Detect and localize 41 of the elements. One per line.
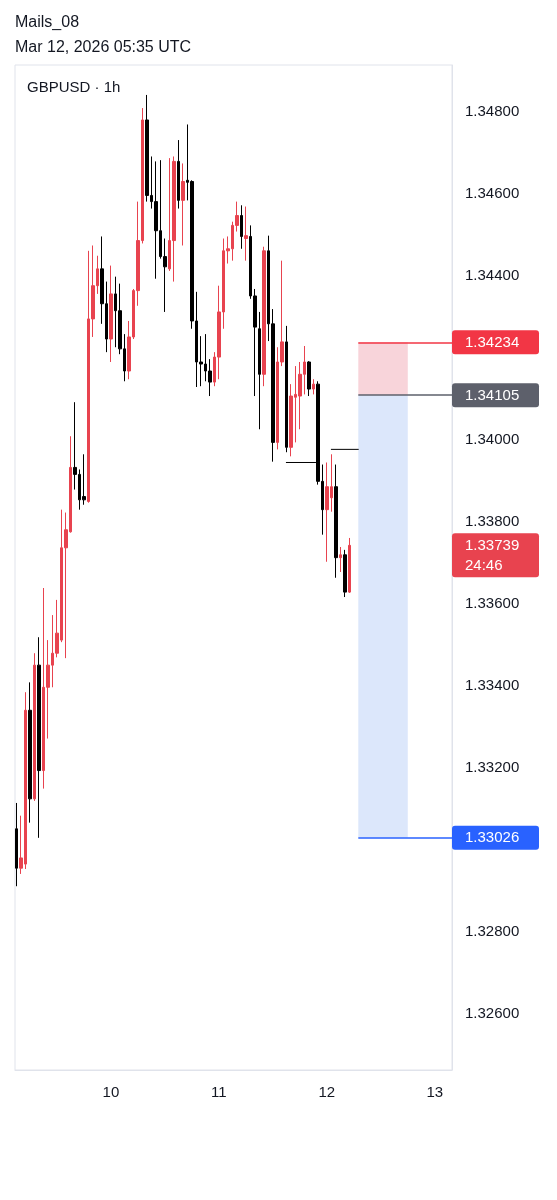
ref-line-label: 1.34234 [465, 332, 520, 350]
candlestick [177, 139, 180, 210]
candlestick [307, 360, 311, 397]
x-tick-label: 12 [318, 1083, 336, 1100]
y-tick-label: 1.34000 [465, 429, 520, 447]
y-tick-label: 1.34800 [465, 101, 520, 119]
candlestick [262, 246, 266, 387]
text: 1.33739 24:46 [465, 535, 520, 573]
candlestick [258, 311, 261, 430]
candlestick [343, 549, 347, 598]
candlestick [33, 652, 36, 802]
y-tick-label: 1.33800 [465, 511, 520, 529]
candlestick [339, 546, 342, 573]
y-tick-label: 1.32800 [465, 922, 520, 940]
y-tick-label: 1.32600 [465, 1004, 520, 1022]
text: GBPUSD · 1h [27, 78, 121, 95]
x-tick-label: 11 [211, 1083, 227, 1100]
candlestick [181, 162, 185, 246]
candlestick [109, 265, 113, 363]
candlestick [154, 160, 158, 280]
candlestick [312, 378, 315, 395]
candlestick [82, 453, 86, 506]
ref-line-label: 1.34105 [465, 385, 520, 403]
ref-line-label: 1.33026 [465, 828, 520, 846]
candlestick [28, 681, 32, 824]
y-tick-label: 1.34600 [465, 183, 520, 201]
x-tick-label: 10 [102, 1083, 120, 1100]
candlestick [348, 537, 351, 594]
candlestick [334, 464, 338, 579]
candlestick [240, 204, 243, 250]
y-tick-label: 1.33600 [465, 593, 520, 611]
x-tick-label: 13 [426, 1083, 444, 1100]
candlestick [15, 802, 18, 887]
candlestick [285, 325, 288, 453]
candlestick [244, 206, 248, 262]
y-tick-label: 1.34400 [465, 265, 520, 283]
chart-subtitle: Mails_08 Mar 12, 2026 05:35 UTC [15, 12, 192, 55]
candlestick [37, 636, 41, 839]
y-tick-label: 1.33200 [465, 757, 520, 775]
candlestick [172, 155, 176, 283]
y-tick-label: 1.33400 [465, 675, 520, 693]
